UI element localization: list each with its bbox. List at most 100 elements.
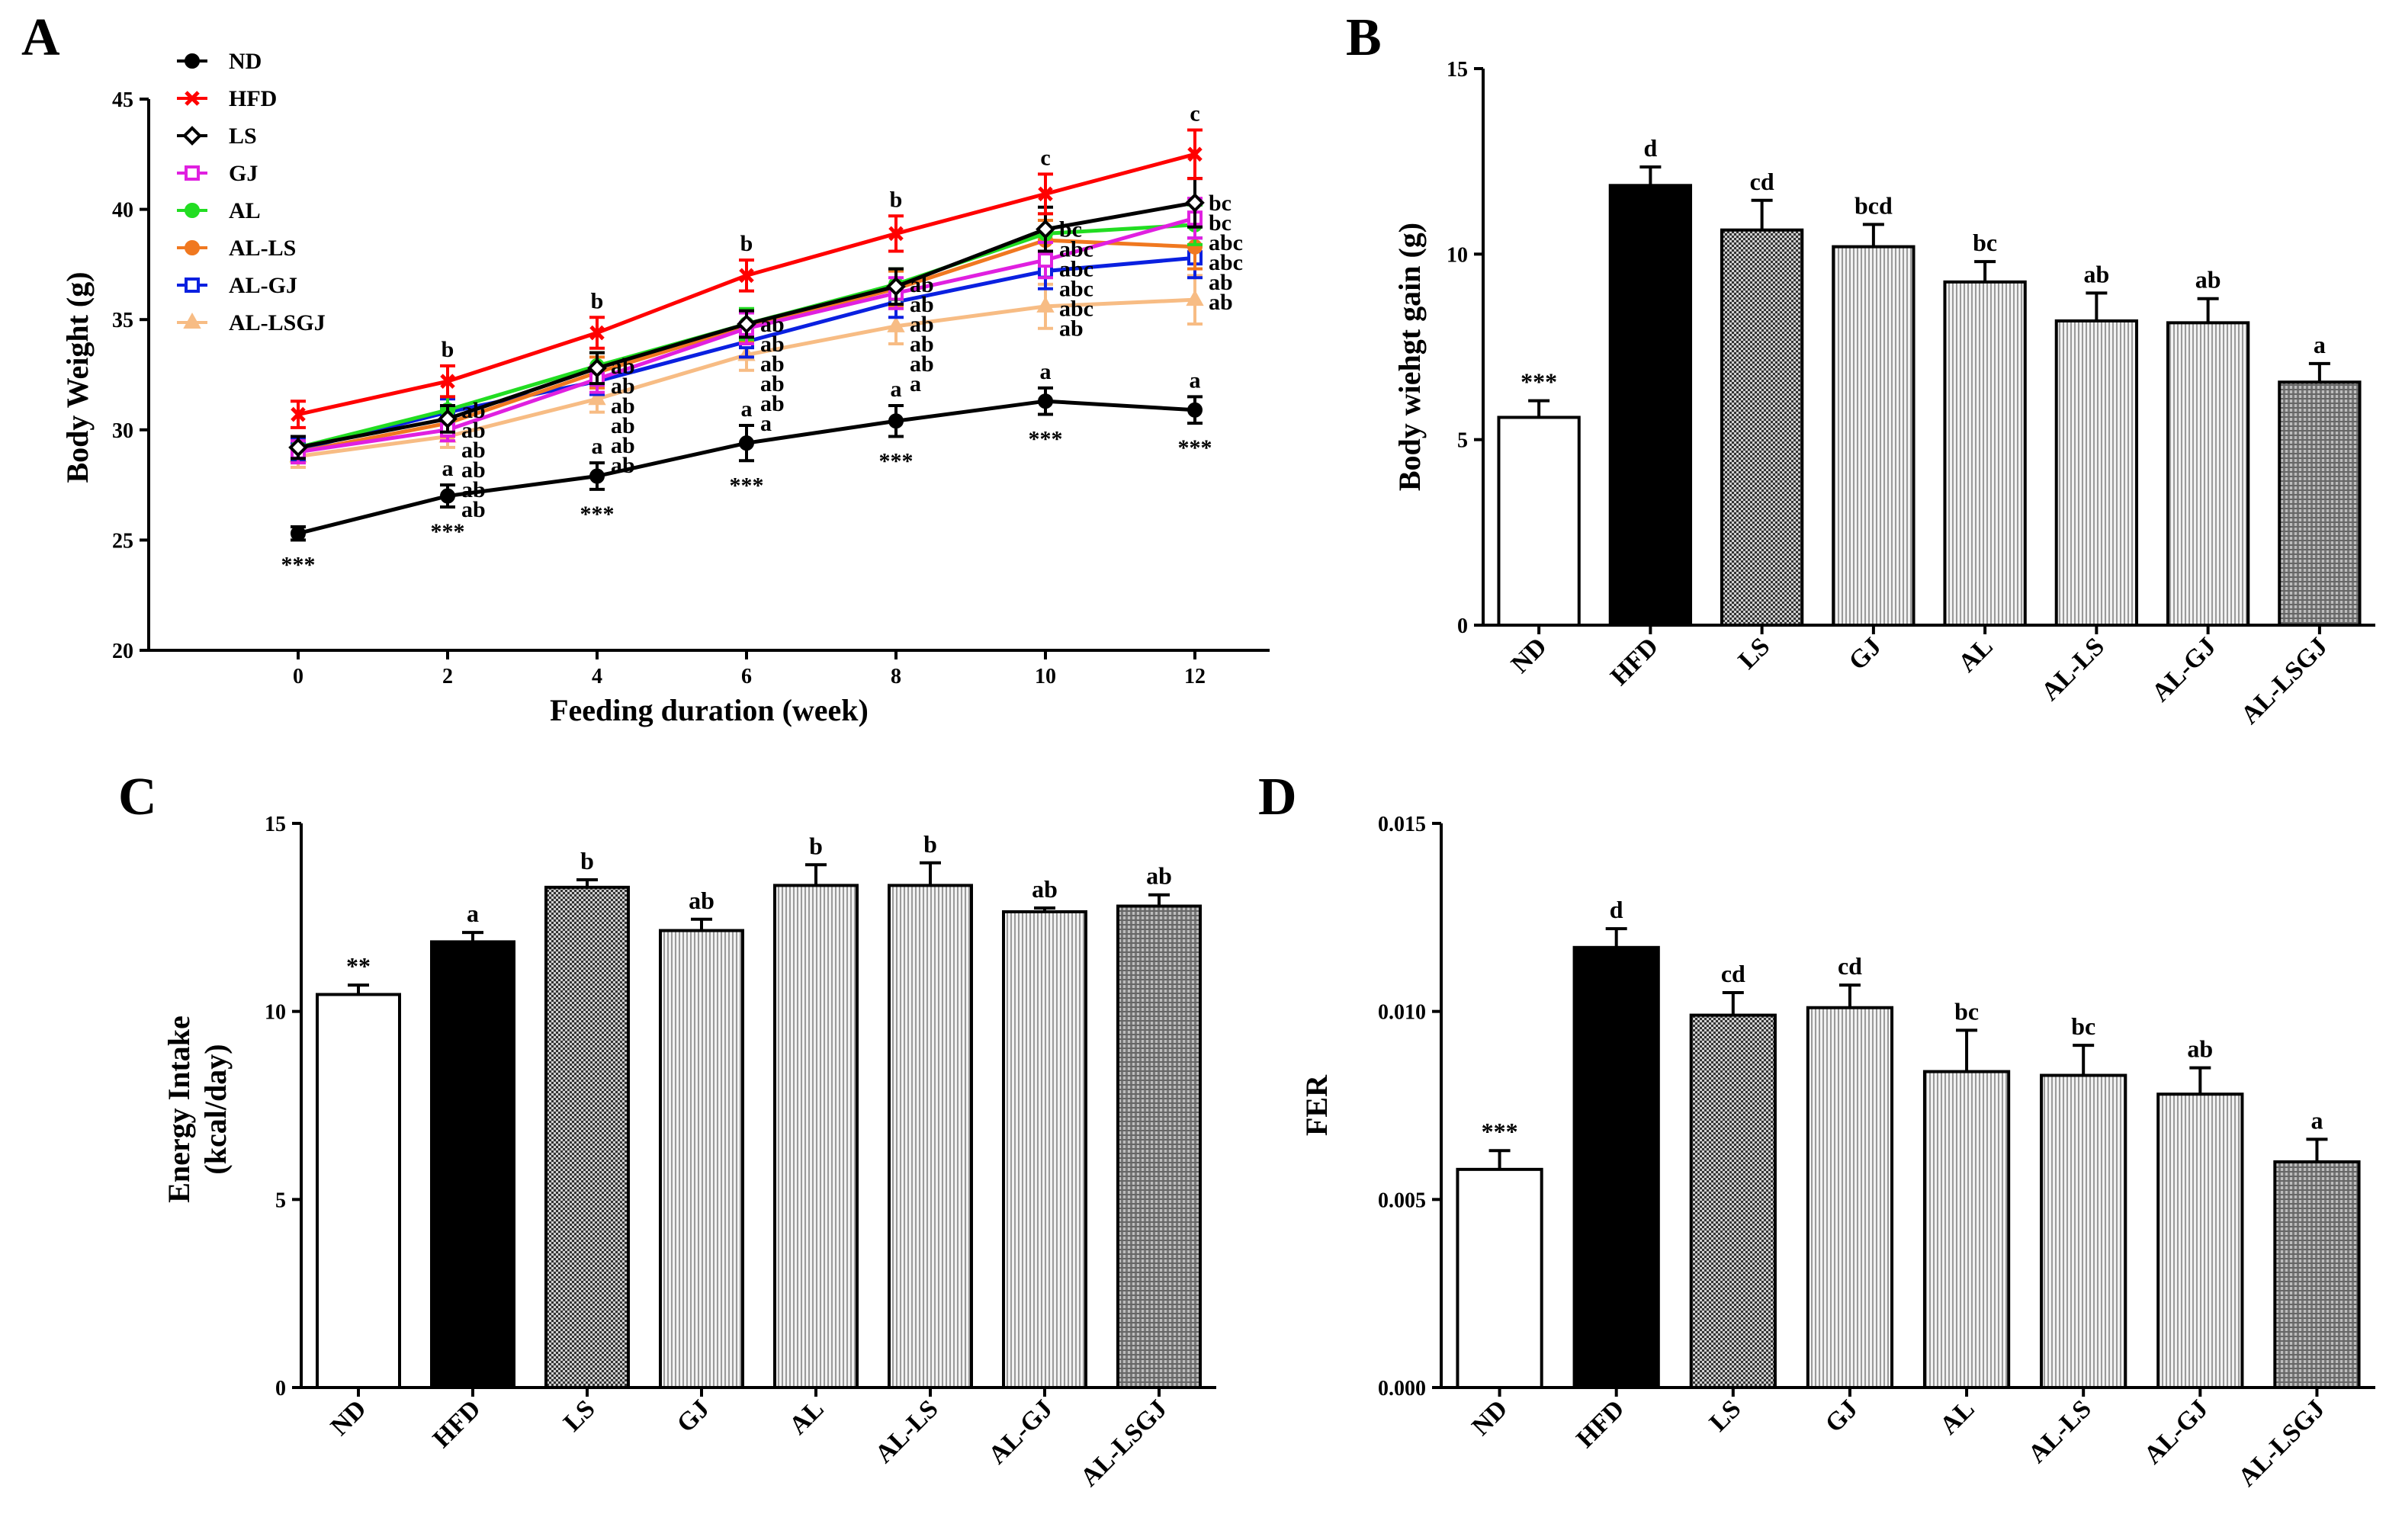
significance-label: ab <box>760 312 785 337</box>
y-tick-label: 40 <box>112 199 133 223</box>
significance-label: c <box>1040 145 1050 170</box>
significance-label: bc <box>1209 210 1232 236</box>
significance-label: *** <box>281 552 316 577</box>
bar-nd <box>1456 1167 1543 1390</box>
legend-label: AL <box>229 198 261 223</box>
bar-al-lsgj <box>2278 380 2362 627</box>
data-point <box>183 312 201 329</box>
data-point <box>1185 193 1205 213</box>
significance-label: ab <box>1146 862 1172 890</box>
significance-label: abc <box>1059 277 1093 302</box>
error-bar <box>462 931 483 942</box>
significance-label: cd <box>1721 960 1745 987</box>
bar-al-lsgj <box>2273 1160 2361 1389</box>
significance-label: *** <box>1029 427 1063 452</box>
significance-label: ab <box>461 438 486 463</box>
significance-label: ab <box>1032 875 1058 903</box>
significance-label: a <box>2314 331 2326 358</box>
data-point <box>182 126 202 146</box>
legend-label: AL-LSGJ <box>229 310 326 335</box>
panel-c-bar-chart: 0 5 10 15 ** ND a HFD b LS ab GJ b AL b AL-LS ab AL-GJ ab A… <box>162 813 1216 1492</box>
error-bar <box>2073 1044 2095 1076</box>
significance-label: ab <box>910 312 934 337</box>
significance-label: a <box>442 456 454 481</box>
legend-label: GJ <box>229 161 258 186</box>
significance-label: ab <box>461 457 486 483</box>
y-tick-label: 10 <box>265 1001 286 1025</box>
bar-ls <box>1689 1013 1777 1389</box>
bar-gj <box>1832 245 1915 627</box>
error-bar <box>805 863 827 886</box>
y-tick-label: 15 <box>1447 58 1468 82</box>
bar-hfd <box>430 940 515 1389</box>
error-bar <box>2308 361 2330 383</box>
y-axis-label-line-1: Energy Intake <box>162 1015 196 1203</box>
bar-al <box>773 884 859 1389</box>
significance-label: c <box>1190 101 1199 126</box>
significance-label: bc <box>2071 1012 2095 1040</box>
bar-gj <box>1806 1006 1894 1389</box>
significance-label: ** <box>346 952 371 980</box>
data-point <box>737 314 756 334</box>
y-tick-label: 0.010 <box>1378 1001 1426 1025</box>
data-point <box>185 91 200 106</box>
y-axis-label: Body wiehgt gain (g) <box>1392 223 1427 491</box>
x-tick-label: LS <box>558 1394 601 1437</box>
legend: ND HFD LS GJ AL AL-LS AL-GJ AL-LSGJ <box>177 49 326 335</box>
legend-label: HFD <box>229 86 277 111</box>
bar-al <box>1943 280 2027 627</box>
data-point <box>291 525 306 541</box>
significance-label: ab <box>760 351 785 377</box>
significance-label: abc <box>1059 257 1093 282</box>
data-point <box>1038 393 1053 409</box>
significance-label: a <box>1190 367 1201 393</box>
x-tick-label: HFD <box>428 1394 487 1453</box>
data-point <box>886 276 906 297</box>
significance-label: *** <box>879 448 914 473</box>
significance-label: ab <box>2083 260 2109 287</box>
x-tick-label: AL-LSGJ <box>1075 1394 1173 1492</box>
significance-label: abc <box>1059 237 1093 262</box>
significance-label: ab <box>461 497 486 522</box>
legend-label: LS <box>229 124 257 149</box>
y-tick-label: 10 <box>1447 243 1468 267</box>
panel-d-bar-chart: 0.000 0.005 0.010 0.015 *** ND d HFD cd LS cd GJ bc A… <box>1299 813 2375 1492</box>
data-point <box>440 488 455 504</box>
x-tick-label: GJ <box>1844 632 1887 675</box>
y-tick-label: 20 <box>112 640 133 663</box>
significance-label: d <box>1610 896 1623 923</box>
significance-label: abc <box>1209 230 1243 255</box>
bar-gj <box>659 929 744 1389</box>
data-point <box>1038 186 1053 202</box>
y-tick-label: 0 <box>1457 614 1468 638</box>
error-bar <box>1862 223 1884 247</box>
x-tick-label: LS <box>1733 632 1776 675</box>
data-point <box>185 165 200 181</box>
error-bar <box>2197 297 2219 323</box>
y-axis-label: FER <box>1299 1074 1334 1136</box>
x-tick-label: AL-LS <box>870 1394 944 1468</box>
x-tick-label: AL <box>784 1394 830 1440</box>
y-tick-label: 45 <box>112 88 133 112</box>
bar-al-gj <box>2156 1092 2244 1389</box>
significance-label: bc <box>1954 997 1979 1025</box>
data-point <box>888 413 904 429</box>
data-point <box>739 268 754 284</box>
significance-label: a <box>760 411 772 436</box>
significance-label: *** <box>431 519 465 544</box>
y-tick-label: 35 <box>112 309 133 332</box>
x-tick-label: 12 <box>1184 665 1206 688</box>
x-tick-label: AL <box>1953 632 1999 678</box>
x-tick-label: ND <box>1466 1394 1513 1441</box>
legend-item: GJ <box>177 161 258 186</box>
x-tick-label: 8 <box>891 665 901 688</box>
data-point <box>1036 219 1055 239</box>
x-tick-label: GJ <box>1820 1394 1864 1438</box>
data-point <box>1187 402 1203 418</box>
x-tick-label: HFD <box>1571 1394 1630 1453</box>
significance-label: ab <box>689 887 714 914</box>
error-bar <box>348 983 369 995</box>
legend-item: LS <box>177 124 257 149</box>
significance-label: abc <box>1059 297 1093 322</box>
x-tick-label: 0 <box>293 665 303 688</box>
